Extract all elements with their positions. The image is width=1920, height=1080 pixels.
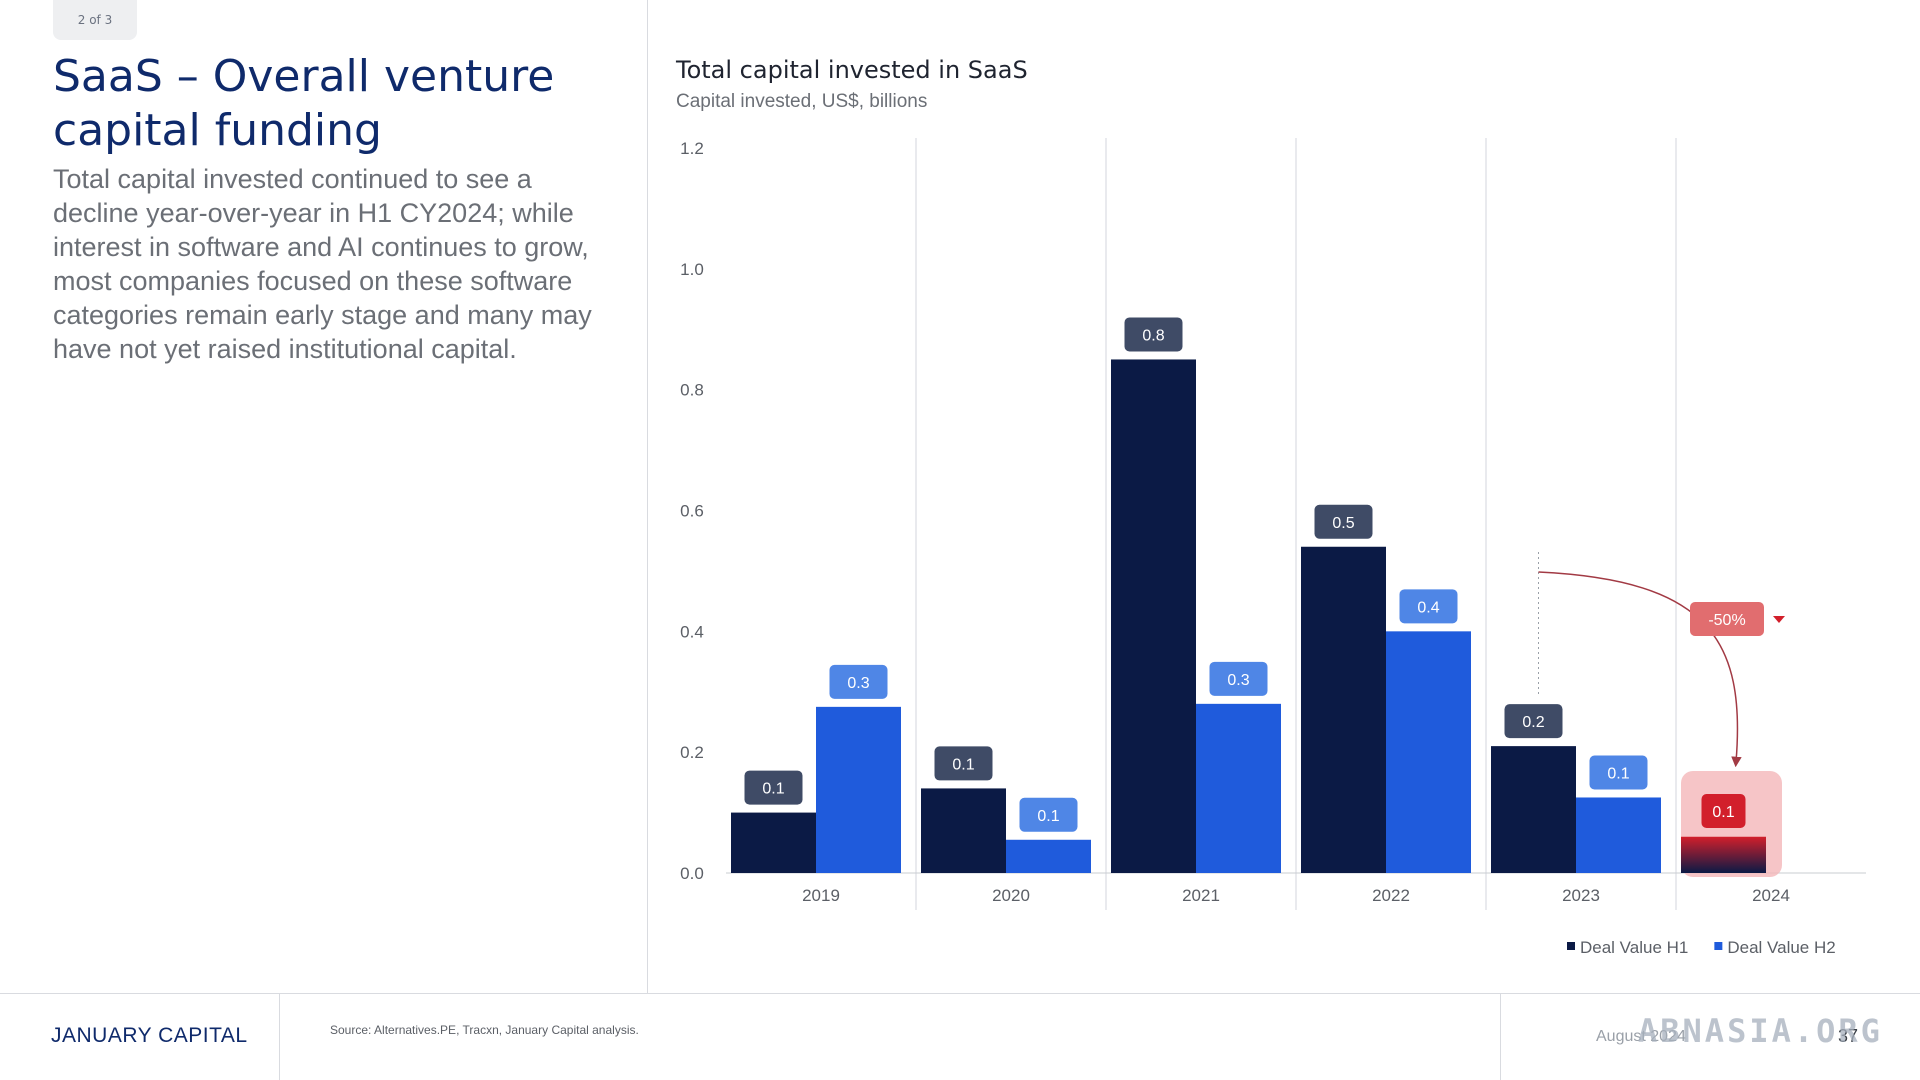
x-tick-label-2023: 2023: [1562, 886, 1600, 905]
column-divider: [647, 0, 648, 993]
bar-h1-2022: [1301, 546, 1386, 873]
summary-text: Total capital invested continued to see …: [53, 164, 592, 364]
y-tick-label: 0.2: [680, 743, 704, 762]
bar-h1-2019: [731, 812, 816, 873]
data-label-h2-2020-bg: [1019, 797, 1078, 832]
bar-h2-2019: [816, 706, 901, 873]
data-label-h2-2019: 0.3: [847, 675, 869, 692]
data-label-h2-2022: 0.4: [1417, 599, 1439, 616]
bar-h1-2024: [1681, 836, 1766, 873]
bar-h2-2021: [1196, 703, 1281, 873]
y-tick-label: 0.8: [680, 381, 704, 400]
legend-swatch-2: [1714, 942, 1723, 950]
footer-divider: [0, 993, 1920, 994]
decline-badge: -50%: [1708, 612, 1745, 629]
y-tick-label: 0.6: [680, 502, 704, 521]
y-tick-label: 1.0: [680, 260, 704, 279]
bar-chart: 0.0 0.2 0.4 0.6 0.8 1.0 1.2 0.1 0.3 2019 0.1 0.1 202…: [680, 138, 1866, 957]
data-label-h2-2023: 0.1: [1607, 765, 1629, 782]
data-label-h2-2019-bg: [829, 664, 888, 699]
data-label-h1-2023-bg: [1504, 704, 1563, 739]
data-label-h2-2021: 0.3: [1227, 672, 1249, 689]
x-tick-label-2024: 2024: [1752, 886, 1790, 905]
data-label-h2-2020: 0.1: [1037, 808, 1059, 825]
data-label-h1-2022: 0.5: [1332, 515, 1354, 532]
watermark-logo: ABNASIA.ORG: [1638, 1012, 1883, 1050]
data-label-h1-2021: 0.8: [1142, 327, 1164, 344]
x-tick-label-2022: 2022: [1372, 886, 1410, 905]
footer-divider-left: [279, 993, 280, 1080]
source-note: Source: Alternatives.PE, Tracxn, January…: [330, 1023, 639, 1037]
y-tick-label: 1.2: [680, 139, 704, 158]
data-label-h2-2021-bg: [1209, 661, 1268, 696]
footer-date: August 2024: [1596, 1028, 1686, 1045]
company-logo: JANUARY CAPITAL: [51, 1024, 248, 1047]
y-tick-label: 0.0: [680, 864, 704, 883]
data-label-h2-2023-bg: [1589, 755, 1648, 790]
data-label-h1-2024: 0.1: [1712, 804, 1734, 821]
footer-divider-right: [1500, 993, 1501, 1080]
bar-h1-2021: [1111, 359, 1196, 873]
data-label-h1-2022-bg: [1314, 504, 1373, 539]
y-tick-label: 0.4: [680, 622, 704, 641]
data-label-h1-2023: 0.2: [1522, 714, 1544, 731]
bar-h2-2020: [1006, 839, 1091, 873]
data-label-h1-2020-bg: [934, 746, 993, 781]
legend-label-2: Deal Value H2: [1727, 938, 1835, 957]
chart-title: Total capital invested in SaaS: [676, 56, 1028, 84]
bar-h1-2020: [921, 788, 1006, 873]
down-triangle-icon: [1773, 616, 1785, 623]
legend-label-1: Deal Value H1: [1580, 938, 1688, 957]
legend-swatch-1: [1567, 942, 1575, 950]
x-tick-label-2020: 2020: [992, 886, 1030, 905]
data-label-h1-2019: 0.1: [762, 781, 784, 798]
bar-h2-2023: [1576, 797, 1661, 873]
decline-badge-bg: [1690, 602, 1764, 636]
data-label-h2-2022-bg: [1399, 589, 1458, 624]
decline-arrow: [1538, 571, 1742, 768]
bar-h2-2022: [1386, 631, 1471, 873]
chart-subtitle: Capital invested, US$, billions: [676, 91, 928, 112]
page-title: SaaS – Overall venture capital funding: [53, 51, 555, 156]
x-tick-label-2021: 2021: [1182, 886, 1220, 905]
x-tick-label-2019: 2019: [802, 886, 840, 905]
data-label-h1-2021-bg: [1124, 317, 1183, 352]
data-label-h1-2020: 0.1: [952, 756, 974, 773]
page-number: 37: [1838, 1026, 1859, 1046]
bar-h1-2023: [1491, 746, 1576, 873]
data-label-h1-2024-bg: [1701, 794, 1746, 828]
data-label-h1-2019-bg: [744, 770, 803, 805]
slide-position-badge: 2 of 3: [53, 0, 137, 40]
